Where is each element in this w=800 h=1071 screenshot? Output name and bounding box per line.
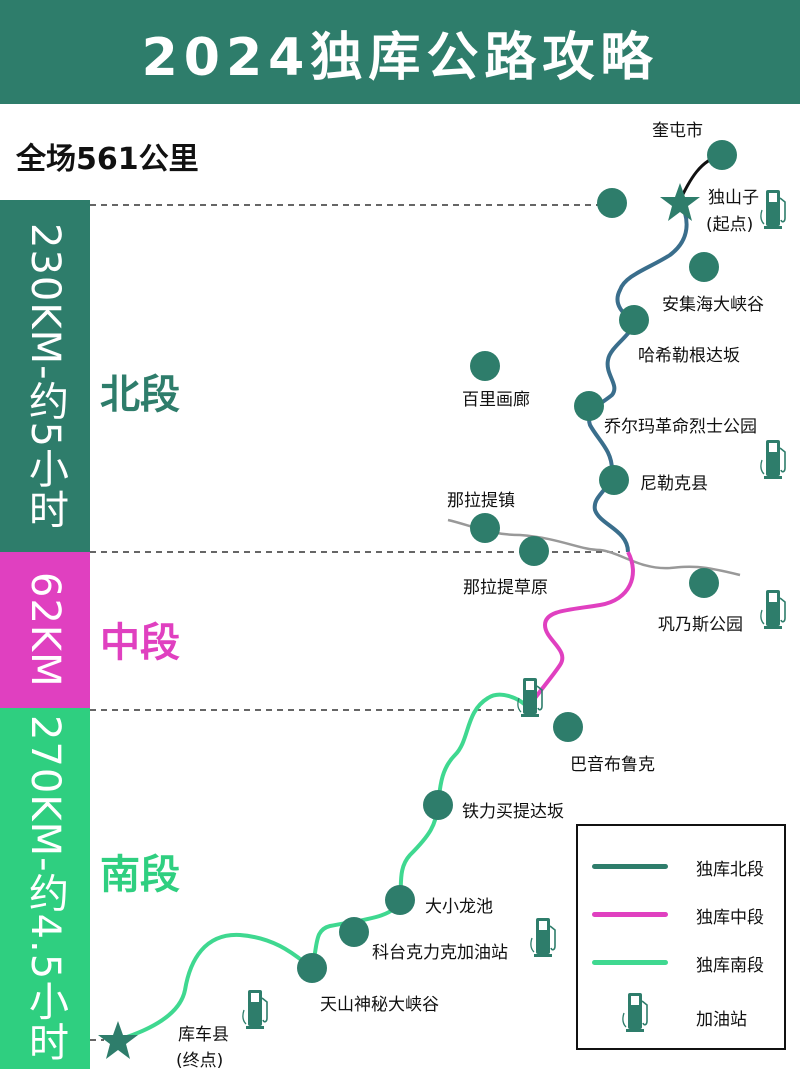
marker-ketai [339, 917, 369, 947]
marker-nileke [599, 465, 629, 495]
poi-markers [297, 140, 737, 983]
place-nileke: 尼勒克县 [640, 474, 708, 494]
segment-south-label: 南段 [100, 852, 180, 898]
segment-middle-label: 中段 [100, 620, 180, 666]
place-bayinbuluke: 巴音布鲁克 [570, 755, 655, 775]
gas-pump-icon [760, 189, 786, 230]
place-ketai: 科台克力克加油站 [372, 943, 508, 963]
legend-north-label: 独库北段 [696, 860, 764, 880]
place-nala-town: 那拉提镇 [447, 491, 515, 511]
header-banner: 2024独库公路攻略 [0, 0, 800, 104]
marker-gongnaisi [689, 568, 719, 598]
place-dushanzi: 独山子 [708, 188, 759, 208]
place-daxiao: 大小龙池 [425, 897, 493, 917]
place-haxi: 哈希勒根达坂 [638, 346, 740, 366]
place-kuche: 库车县 [178, 1025, 229, 1045]
marker-west-dushanzi [597, 188, 627, 218]
marker-baili [470, 351, 500, 381]
place-end-note: (终点) [176, 1051, 224, 1071]
place-nala-grass: 那拉提草原 [463, 578, 548, 598]
legend-north-swatch [592, 864, 668, 869]
place-tianshan: 天山神秘大峡谷 [320, 995, 439, 1015]
segment-north-label: 北段 [100, 372, 180, 418]
band-south: 270KM-约4.5小时 [0, 708, 90, 1069]
place-tieli: 铁力买提达坂 [462, 802, 564, 822]
place-gongnaisi: 巩乃斯公园 [658, 615, 743, 635]
place-kuitun: 奎屯市 [652, 121, 703, 141]
marker-nala-town [470, 513, 500, 543]
page-title: 2024独库公路攻略 [141, 27, 659, 88]
total-distance: 全场561公里 [16, 142, 199, 177]
legend-gas: 加油站 [578, 992, 784, 1036]
legend: 独库北段 独库中段 独库南段 加油站 [576, 824, 786, 1050]
marker-daxiao [385, 885, 415, 915]
north-route [587, 199, 689, 553]
place-qiaerma: 乔尔玛革命烈士公园 [604, 417, 757, 437]
band-south-text: 270KM-约4.5小时 [22, 714, 68, 1063]
legend-gas-label: 加油站 [696, 1010, 747, 1030]
gas-pump-icon [760, 589, 786, 630]
place-baili: 百里画廊 [462, 390, 530, 410]
marker-nala-grass [519, 536, 549, 566]
middle-route [526, 551, 635, 710]
marker-haxi [619, 305, 649, 335]
start-star-icon [660, 183, 700, 221]
legend-north: 独库北段 [578, 846, 784, 886]
place-start-note: (起点) [706, 215, 754, 235]
gas-pump-icon [760, 439, 786, 480]
legend-middle-swatch [592, 912, 668, 917]
band-north: 230KM-约5小时 [0, 200, 90, 552]
gas-pump-icon [242, 989, 268, 1030]
legend-south-label: 独库南段 [696, 956, 764, 976]
legend-south: 独库南段 [578, 942, 784, 982]
marker-qiaerma [574, 391, 604, 421]
marker-bayinbuluke [553, 712, 583, 742]
marker-anjihai [689, 252, 719, 282]
legend-gas-pump-icon [622, 992, 648, 1033]
marker-tianshan [297, 953, 327, 983]
south-route [117, 692, 530, 1042]
gas-pump-icon [517, 677, 543, 718]
legend-middle-label: 独库中段 [696, 908, 764, 928]
band-north-text: 230KM-约5小时 [22, 222, 68, 530]
marker-kuitun [707, 140, 737, 170]
band-middle: 62KM [0, 552, 90, 708]
marker-tieli [423, 790, 453, 820]
gas-pump-icon [530, 917, 556, 958]
band-middle-text: 62KM [22, 572, 68, 688]
legend-south-swatch [592, 960, 668, 965]
legend-middle: 独库中段 [578, 894, 784, 934]
end-star-icon [98, 1021, 138, 1059]
place-anjihai: 安集海大峡谷 [662, 295, 764, 315]
